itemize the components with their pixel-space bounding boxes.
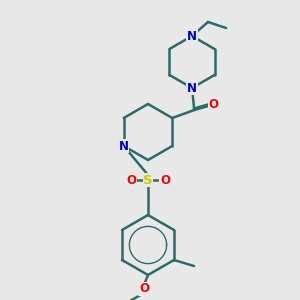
Text: N: N (187, 29, 197, 43)
Text: N: N (187, 82, 197, 94)
Text: O: O (139, 283, 149, 296)
Text: O: O (208, 98, 218, 110)
Text: N: N (119, 140, 129, 152)
Text: O: O (126, 173, 136, 187)
Text: O: O (160, 173, 170, 187)
Text: S: S (143, 173, 153, 187)
